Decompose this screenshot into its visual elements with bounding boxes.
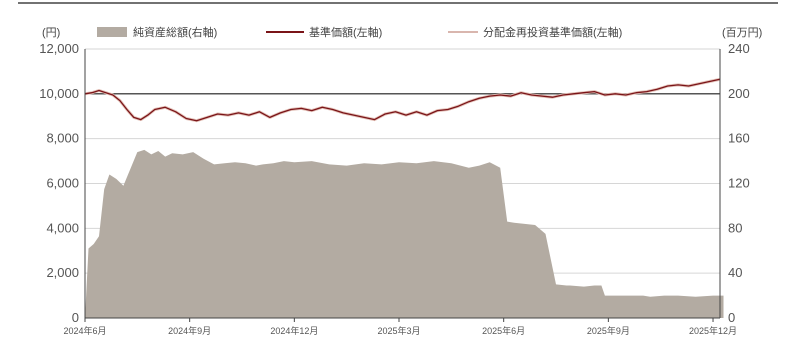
right-tick-label: 120 — [728, 176, 750, 191]
x-tick-label: 2025年12月 — [689, 325, 737, 336]
legend-label-nav: 基準価額(左軸) — [309, 25, 382, 39]
left-tick-label: 6,000 — [46, 176, 79, 191]
x-tick-label: 2024年9月 — [168, 325, 211, 336]
x-tick-label: 2025年3月 — [377, 325, 420, 336]
x-tick-label: 2025年9月 — [587, 325, 630, 336]
legend-label-net-assets: 純資産総額(右軸) — [133, 25, 217, 39]
tick-labels: 0 2,000 4,000 6,000 8,000 10,000 12,000 0 40 80 12… — [39, 41, 749, 336]
right-tick-label: 240 — [728, 41, 750, 56]
legend: 純資産総額(右軸) 基準価額(左軸) 分配金再投資基準価額(左軸) — [97, 25, 622, 39]
legend-swatch-net-assets — [97, 27, 127, 37]
left-tick-label: 4,000 — [46, 220, 79, 235]
net-assets-area — [85, 149, 724, 318]
left-tick-label: 0 — [72, 310, 79, 325]
axes — [84, 49, 721, 322]
right-axis-unit: (百万円) — [722, 27, 762, 39]
legend-label-reinvested-nav: 分配金再投資基準価額(左軸) — [483, 25, 622, 39]
left-tick-label: 2,000 — [46, 265, 79, 280]
x-tick-label: 2025年6月 — [482, 325, 525, 336]
nav-lines — [84, 77, 721, 123]
left-tick-label: 10,000 — [39, 86, 79, 101]
net-assets-area-shape — [85, 149, 724, 318]
left-tick-label: 12,000 — [39, 41, 79, 56]
nav-line — [84, 78, 721, 122]
left-axis-unit: (円) — [42, 27, 60, 39]
right-tick-label: 80 — [728, 220, 742, 235]
x-tick-label: 2024年6月 — [63, 325, 106, 336]
x-tick-label: 2024年12月 — [270, 325, 318, 336]
right-tick-label: 0 — [728, 310, 735, 325]
right-tick-label: 160 — [728, 131, 750, 146]
left-tick-label: 8,000 — [46, 131, 79, 146]
right-tick-label: 40 — [728, 265, 742, 280]
right-tick-label: 200 — [728, 86, 750, 101]
